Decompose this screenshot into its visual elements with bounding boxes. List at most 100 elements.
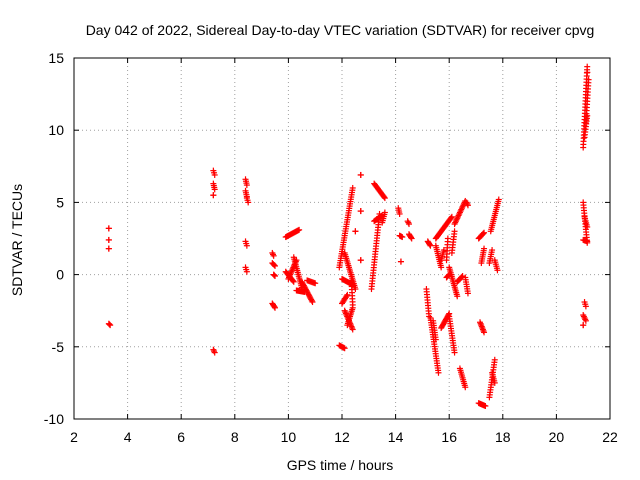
data-point <box>344 291 351 298</box>
data-point <box>491 379 498 386</box>
data-point <box>491 356 498 363</box>
data-point <box>243 182 250 189</box>
data-point <box>272 273 278 280</box>
data-point <box>464 290 471 297</box>
data-point <box>211 171 218 178</box>
x-tick-label: 16 <box>441 429 457 445</box>
data-point <box>308 297 315 304</box>
data-point <box>495 196 502 203</box>
data-point <box>341 345 348 352</box>
data-point <box>105 320 112 327</box>
data-point <box>435 369 442 376</box>
data-point <box>271 261 278 268</box>
data-point <box>582 317 589 324</box>
x-tick-label: 22 <box>602 429 618 445</box>
data-point <box>243 242 250 249</box>
data-point <box>243 268 250 275</box>
data-point <box>349 301 356 308</box>
x-tick-label: 12 <box>334 429 350 445</box>
data-point <box>271 303 278 310</box>
data-point <box>408 234 415 241</box>
data-point <box>448 213 455 220</box>
data-point <box>343 293 350 300</box>
data-point <box>269 251 276 258</box>
data-point <box>481 245 488 252</box>
x-tick-label: 4 <box>124 429 132 445</box>
data-point <box>272 262 278 269</box>
grid <box>74 58 610 419</box>
data-point <box>427 242 434 249</box>
data-point <box>451 349 458 356</box>
data-point <box>349 184 356 191</box>
data-point <box>105 236 112 243</box>
data-point <box>312 280 319 287</box>
data-point <box>397 258 404 265</box>
data-point <box>404 218 411 225</box>
data-point <box>349 326 356 333</box>
data-point <box>580 322 587 329</box>
x-tick-label: 8 <box>231 429 239 445</box>
data-point <box>210 192 217 199</box>
y-tick-label: -5 <box>52 339 65 355</box>
data-point <box>480 230 487 237</box>
data-point <box>494 267 501 274</box>
y-tick-label: -10 <box>44 411 64 427</box>
data-point <box>458 273 465 280</box>
data-point <box>481 229 488 236</box>
data-point <box>357 171 364 178</box>
data-point <box>585 76 592 83</box>
data-point <box>448 214 455 221</box>
x-tick-labels: 2 4 6 8 10 12 14 16 18 20 22 <box>70 429 618 445</box>
y-tick-label: 5 <box>56 194 64 210</box>
x-axis-label: GPS time / hours <box>287 457 394 473</box>
y-axis-label: SDTVAR / TECUs <box>9 184 25 296</box>
y-tick-label: 10 <box>48 122 64 138</box>
data-point <box>489 247 496 254</box>
data-point <box>309 299 316 306</box>
data-point <box>105 245 112 252</box>
data-point <box>107 322 114 329</box>
chart-title: Day 042 of 2022, Sidereal Day-to-day VTE… <box>86 22 595 38</box>
data-point <box>405 219 412 226</box>
data-point <box>269 249 276 256</box>
data-points <box>105 63 592 410</box>
data-point <box>451 228 458 235</box>
data-point <box>406 221 412 228</box>
data-point <box>396 210 403 217</box>
data-point <box>105 225 112 232</box>
data-point <box>584 223 591 230</box>
data-point <box>211 186 218 193</box>
data-point <box>584 238 591 245</box>
data-point <box>106 321 113 328</box>
data-point <box>443 257 450 264</box>
axis-ticks <box>73 57 611 420</box>
data-point <box>432 336 439 343</box>
data-point <box>464 202 471 209</box>
data-point <box>438 264 445 271</box>
data-point <box>462 384 469 391</box>
y-tick-label: 15 <box>48 50 64 66</box>
data-point <box>481 329 488 336</box>
data-point <box>357 208 364 215</box>
data-point <box>352 228 359 235</box>
data-point <box>296 226 303 233</box>
data-point <box>408 235 415 242</box>
y-tick-label: 0 <box>56 267 64 283</box>
x-tick-label: 20 <box>549 429 565 445</box>
data-point <box>211 349 218 356</box>
data-point <box>454 293 461 300</box>
data-point <box>357 257 364 264</box>
data-point <box>482 403 489 410</box>
data-point <box>270 271 277 278</box>
data-point <box>270 252 277 259</box>
data-point <box>210 346 217 353</box>
data-point <box>211 348 218 355</box>
data-point <box>381 194 388 201</box>
x-tick-label: 6 <box>177 429 185 445</box>
data-point <box>581 314 588 321</box>
x-tick-label: 18 <box>495 429 511 445</box>
data-point <box>584 63 591 70</box>
y-tick-labels: -10 -5 0 5 10 15 <box>44 50 64 427</box>
x-tick-label: 10 <box>281 429 297 445</box>
